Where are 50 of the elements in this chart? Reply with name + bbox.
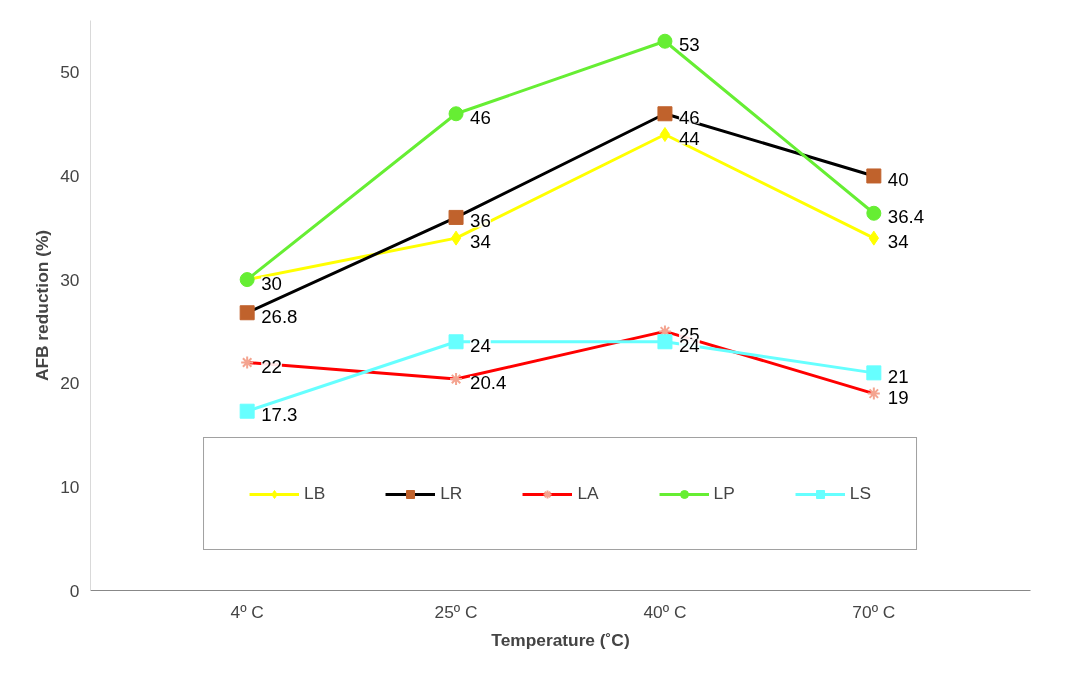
data-label: 53 <box>678 34 700 56</box>
x-tick-label: 4º C <box>230 601 264 622</box>
data-label: 20.4 <box>470 372 507 394</box>
y-axis-title: AFB reduction (%) <box>32 229 53 382</box>
data-label: 34 <box>470 231 491 253</box>
data-label: 36 <box>470 210 491 232</box>
point <box>657 106 673 122</box>
x-tick-label: 70º C <box>852 601 896 622</box>
point <box>240 355 255 370</box>
data-label: 46 <box>678 106 700 128</box>
y-tick-label: 50 <box>60 62 80 83</box>
y-tick-label: 30 <box>60 269 80 290</box>
point <box>449 372 464 387</box>
legend-label: LS <box>849 483 871 504</box>
point <box>866 205 882 221</box>
point <box>866 365 882 381</box>
legend-label: LA <box>577 483 599 504</box>
data-label: 30 <box>261 272 282 294</box>
y-tick-label: 0 <box>69 580 80 601</box>
point <box>448 209 464 225</box>
point <box>659 127 671 142</box>
legend-label: LR <box>440 483 463 504</box>
data-label: 40 <box>887 168 909 190</box>
point <box>866 386 881 401</box>
data-label: 19 <box>887 386 909 408</box>
data-label: 44 <box>678 127 700 149</box>
legend-label: LP <box>713 483 735 504</box>
point <box>450 230 462 246</box>
point <box>448 334 464 350</box>
data-label: 17.3 <box>261 404 298 426</box>
x-tick-label: 25º C <box>434 601 478 622</box>
data-label: 24 <box>470 334 491 356</box>
data-label: 34 <box>887 231 909 253</box>
x-axis-title: Temperature (˚C) <box>491 629 630 650</box>
data-label: 26.8 <box>261 305 298 327</box>
point <box>448 106 464 122</box>
y-tick-label: 20 <box>60 373 80 394</box>
point <box>657 33 673 49</box>
y-tick-label: 10 <box>60 476 80 497</box>
data-label: 21 <box>887 365 909 387</box>
point <box>866 168 882 184</box>
data-label: 36.4 <box>887 206 925 228</box>
data-label: 46 <box>470 106 491 128</box>
point <box>239 305 255 321</box>
legend-label: LB <box>304 483 326 504</box>
point <box>239 403 255 419</box>
x-tick-label: 40º C <box>643 601 687 622</box>
point <box>657 334 673 350</box>
y-tick-label: 40 <box>60 165 80 186</box>
data-label: 22 <box>261 355 282 377</box>
